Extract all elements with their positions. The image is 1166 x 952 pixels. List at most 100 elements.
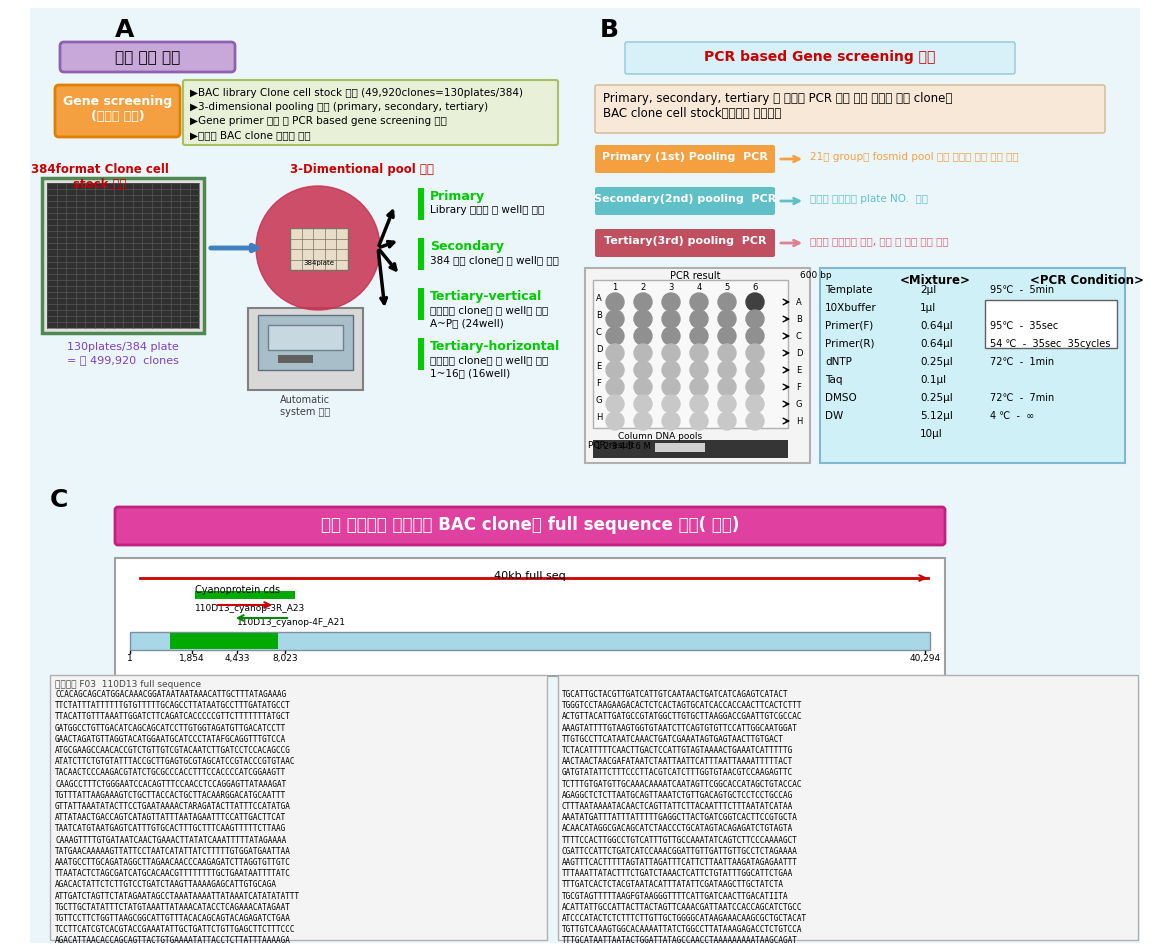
Circle shape xyxy=(662,412,680,430)
Text: D: D xyxy=(796,349,802,358)
Text: dNTP: dNTP xyxy=(826,357,852,367)
Text: A: A xyxy=(115,18,134,42)
Text: B: B xyxy=(796,315,802,324)
Text: 0.64μl: 0.64μl xyxy=(920,339,953,349)
Text: 0.64μl: 0.64μl xyxy=(920,321,953,331)
Text: C: C xyxy=(596,328,602,337)
Text: Automatic
system 사용: Automatic system 사용 xyxy=(280,395,330,417)
Text: 세로열의 clone을 한 well에 모음: 세로열의 clone을 한 well에 모음 xyxy=(430,305,548,315)
Text: 2μl: 2μl xyxy=(920,285,936,295)
Circle shape xyxy=(690,327,708,345)
Circle shape xyxy=(634,361,652,379)
Text: 0.25μl: 0.25μl xyxy=(920,393,953,403)
Text: CTTTAATAAAATACAACTCAGTTATTCTTACAATTTCTTTAATATCATAA: CTTTAATAAAATACAACTCAGTTATTCTTACAATTTCTTT… xyxy=(562,802,793,811)
Circle shape xyxy=(257,186,380,310)
Text: ▶탐색된 BAC clone 완전장 분석: ▶탐색된 BAC clone 완전장 분석 xyxy=(190,130,310,140)
Text: AGACATTAACACCAGCAGTTACTGTGAAAATATTACCTCTTATTTAAAAGA: AGACATTAACACCAGCAGTTACTGTGAAAATATTACCTCT… xyxy=(55,937,290,945)
Text: CGATTCCATTCTGATCATCCAAACGGATTGTTGATTGTTGCCTCTAGAAAA: CGATTCCATTCTGATCATCCAAACGGATTGTTGATTGTTG… xyxy=(562,846,798,856)
Text: TGCGTAGTTTTTAAGFGTAAGGGTTTTCATTGATCAACTTGACATIITA: TGCGTAGTTTTTAAGFGTAAGGGTTTTCATTGATCAACTT… xyxy=(562,892,788,901)
Bar xyxy=(593,280,788,428)
Circle shape xyxy=(662,344,680,362)
Text: 384format Clone cell
stock 제작: 384format Clone cell stock 제작 xyxy=(31,163,169,191)
FancyBboxPatch shape xyxy=(59,42,236,72)
Text: ATATCTTCTGTGTATTTACCGCTTGAGTGCGTAGCATCCGTACCCGTGTAAC: ATATCTTCTGTGTATTTACCGCTTGAGTGCGTAGCATCCG… xyxy=(55,757,295,766)
Circle shape xyxy=(746,310,764,328)
FancyBboxPatch shape xyxy=(595,229,775,257)
Text: DW: DW xyxy=(826,411,843,421)
Text: F: F xyxy=(596,379,600,388)
Circle shape xyxy=(746,344,764,362)
Text: TGTTCCTTCTGGTTAAGCGGCATTGTTTACACAGCAGTACAGAGATCTGAA: TGTTCCTTCTGGTTAAGCGGCATTGTTTACACAGCAGTAC… xyxy=(55,914,290,923)
Circle shape xyxy=(606,293,624,311)
Circle shape xyxy=(746,412,764,430)
Bar xyxy=(195,591,295,599)
Text: Primary: Primary xyxy=(430,190,485,203)
FancyBboxPatch shape xyxy=(595,85,1105,133)
Bar xyxy=(268,325,343,350)
Text: TTGTGCCTTCATAATCAAACTGATCGAAATAGTGAGTAACTTGTGACT: TTGTGCCTTCATAATCAAACTGATCGAAATAGTGAGTAAC… xyxy=(562,735,784,744)
Text: <Mixture>: <Mixture> xyxy=(900,274,971,287)
Text: 600 bp: 600 bp xyxy=(800,271,831,280)
Text: H: H xyxy=(596,413,603,422)
Text: PCR result: PCR result xyxy=(669,271,721,281)
Text: 95℃  -  5min: 95℃ - 5min xyxy=(990,285,1054,295)
Text: 0.1μl: 0.1μl xyxy=(920,375,946,385)
Text: 95℃  -  35sec: 95℃ - 35sec xyxy=(990,321,1059,331)
Text: Secondary: Secondary xyxy=(430,240,504,253)
Bar xyxy=(417,288,424,320)
Text: 40,294: 40,294 xyxy=(909,654,941,663)
Text: E: E xyxy=(596,362,602,371)
Text: G: G xyxy=(596,396,603,405)
Bar xyxy=(248,308,363,390)
Circle shape xyxy=(718,293,736,311)
Text: 가로열의 clone을 한 well에 모음: 가로열의 clone을 한 well에 모음 xyxy=(430,355,548,365)
Text: ACAACATAGGCGACAGCATCTAACCCTGCATAGTACAGAGATCTGTAGTA: ACAACATAGGCGACAGCATCTAACCCTGCATAGTACAGAG… xyxy=(562,824,793,833)
Text: 384plate: 384plate xyxy=(303,260,335,266)
Text: Secondary(2nd) pooling  PCR: Secondary(2nd) pooling PCR xyxy=(593,194,777,204)
Text: Gene screening
(유전자 탐색): Gene screening (유전자 탐색) xyxy=(63,95,173,123)
Circle shape xyxy=(746,395,764,413)
Circle shape xyxy=(746,378,764,396)
Text: 110D13_cyanop-4F_A21: 110D13_cyanop-4F_A21 xyxy=(237,618,346,627)
Circle shape xyxy=(606,378,624,396)
Text: CAAAGTTTTGTGATAATCAACTGAAACTTATATCAAATTTTTATAGAAAA: CAAAGTTTTGTGATAATCAACTGAAACTTATATCAAATTT… xyxy=(55,836,286,844)
Text: 유전자 존재하는 plate NO.  확인: 유전자 존재하는 plate NO. 확인 xyxy=(810,194,928,204)
Text: 탐색 유전자를 포함하는 BAC clone의 full sequence 분석( 예시): 탐색 유전자를 포함하는 BAC clone의 full sequence 분석… xyxy=(321,516,739,534)
Text: 6: 6 xyxy=(752,283,758,292)
Text: TTCTATTTATTTTTTGTGTTTTTGCAGCCTTATAATGCCTTTGATATGCCT: TTCTATTTATTTTTTGTGTTTTTGCAGCCTTATAATGCCT… xyxy=(55,702,290,710)
Text: AAATATGATTTATTTATTTTTGAGGCTTACTGATCGGTCACTTCCGTGCTA: AAATATGATTTATTTATTTTTGAGGCTTACTGATCGGTCA… xyxy=(562,813,798,823)
Circle shape xyxy=(634,412,652,430)
Text: 1~16행 (16well): 1~16행 (16well) xyxy=(430,368,511,378)
Text: G: G xyxy=(796,400,802,409)
FancyBboxPatch shape xyxy=(595,187,775,215)
Circle shape xyxy=(662,327,680,345)
Text: TCTTTGTGATGTTGCAAACAAAATCAATAGTTCGGCACCATAGCTGTACCAC: TCTTTGTGATGTTGCAAACAAAATCAATAGTTCGGCACCA… xyxy=(562,780,802,788)
Circle shape xyxy=(662,378,680,396)
Bar xyxy=(290,228,347,270)
Circle shape xyxy=(718,361,736,379)
Text: ACTGTTACATTGATGCCGTATGGCTTGTGCTTAAGGACCGAATTGTCGCCAC: ACTGTTACATTGATGCCGTATGGCTTGTGCTTAAGGACCG… xyxy=(562,712,802,722)
Bar xyxy=(417,238,424,270)
Bar xyxy=(985,300,1117,348)
Text: Tertiary(3rd) pooling  PCR: Tertiary(3rd) pooling PCR xyxy=(604,236,766,246)
Text: 유전자 존재하는 가로, 세로 열 교차 지점 확인: 유전자 존재하는 가로, 세로 열 교차 지점 확인 xyxy=(810,236,949,246)
Text: TGCATTGCTACGTTGATCATTGTCAATAACTGATCATCAGAGTCATACT: TGCATTGCTACGTTGATCATTGTCAATAACTGATCATCAG… xyxy=(562,690,788,699)
Text: D: D xyxy=(596,345,603,354)
Text: ACATTATTGCCATTACTTACTAGTTCAAACGATTAATCCACCAGCATCTGCC: ACATTATTGCCATTACTTACTAGTTCAAACGATTAATCCA… xyxy=(562,902,802,912)
Text: 3: 3 xyxy=(668,283,674,292)
Text: CAAGCCTTTCTGGGAATCCACAGTTTCCAACCTCCAGGAGTTATAAAGAT: CAAGCCTTTCTGGGAATCCACAGTTTCCAACCTCCAGGAG… xyxy=(55,780,286,788)
Text: TTAATACTCTAGCGATCATGCACAACGTTTTTTTTGCTGAATAATTTTATC: TTAATACTCTAGCGATCATGCACAACGTTTTTTTTGCTGA… xyxy=(55,869,290,878)
Text: Library 전체를 한 well에 모음: Library 전체를 한 well에 모음 xyxy=(430,205,545,215)
Bar xyxy=(585,268,810,463)
Text: 110D13_cyanop-3R_A23: 110D13_cyanop-3R_A23 xyxy=(195,604,305,613)
Circle shape xyxy=(690,310,708,328)
Text: GATGGCCTGTTGACATCAGCAGCATCCTTGTGGTAGATGTTGACATCCTT: GATGGCCTGTTGACATCAGCAGCATCCTTGTGGTAGATGT… xyxy=(55,724,286,733)
Text: CCACAGCAGCATGGACAAACGGATAATAATAAACATTGCTTTATAGAAAG: CCACAGCAGCATGGACAAACGGATAATAATAAACATTGCT… xyxy=(55,690,286,699)
Text: TGTTTATTAAGAAAGTCTGCTTACCACTGCTTACAARGGACATGCAATTT: TGTTTATTAAGAAAGTCTGCTTACCACTGCTTACAARGGA… xyxy=(55,791,286,800)
Circle shape xyxy=(690,378,708,396)
Text: Taq: Taq xyxy=(826,375,843,385)
Text: <PCR Condition>: <PCR Condition> xyxy=(1030,274,1144,287)
Text: 54 ℃  -  35sec  35cycles: 54 ℃ - 35sec 35cycles xyxy=(990,339,1110,349)
Text: TCTACATTTTTCAACTTGACTCCATTGTAGTAAAACTGAAATCATTTTTG: TCTACATTTTTCAACTTGACTCCATTGTAGTAAAACTGAA… xyxy=(562,746,793,755)
Text: PCR based Gene screening 과정: PCR based Gene screening 과정 xyxy=(704,50,935,64)
